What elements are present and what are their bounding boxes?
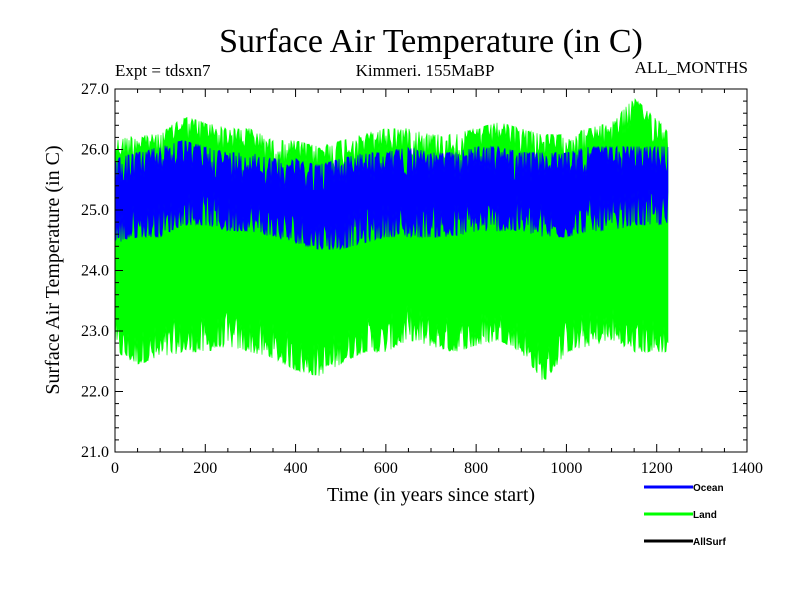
legend-label-allsurf: AllSurf bbox=[693, 537, 726, 548]
x-tick-label: 1400 bbox=[731, 460, 763, 477]
chart-title: Surface Air Temperature (in C) bbox=[219, 23, 643, 60]
y-tick-label: 25.0 bbox=[81, 202, 109, 219]
y-tick-label: 22.0 bbox=[81, 384, 109, 401]
x-tick-label: 600 bbox=[374, 460, 398, 477]
x-tick-label: 1200 bbox=[641, 460, 673, 477]
y-tick-label: 23.0 bbox=[81, 323, 109, 340]
series-ocean bbox=[114, 140, 669, 251]
legend-label-land: Land bbox=[693, 510, 717, 521]
legend-label-ocean: Ocean bbox=[693, 483, 724, 494]
x-tick-label: 1000 bbox=[550, 460, 582, 477]
months-label: ALL_MONTHS bbox=[635, 58, 748, 77]
experiment-label: Expt = tdsxn7 bbox=[115, 61, 211, 80]
x-tick-label: 0 bbox=[111, 460, 119, 477]
y-tick-label: 21.0 bbox=[81, 444, 109, 461]
series-land bbox=[114, 98, 669, 380]
x-tick-label: 200 bbox=[193, 460, 217, 477]
x-axis-label: Time (in years since start) bbox=[327, 484, 535, 506]
y-tick-label: 27.0 bbox=[81, 81, 109, 98]
y-axis-label: Surface Air Temperature (in C) bbox=[42, 145, 64, 394]
y-tick-label: 26.0 bbox=[81, 142, 109, 159]
period-label: Kimmeri. 155MaBP bbox=[356, 61, 495, 80]
y-tick-label: 24.0 bbox=[81, 263, 109, 280]
x-tick-label: 800 bbox=[464, 460, 488, 477]
x-tick-label: 400 bbox=[284, 460, 308, 477]
